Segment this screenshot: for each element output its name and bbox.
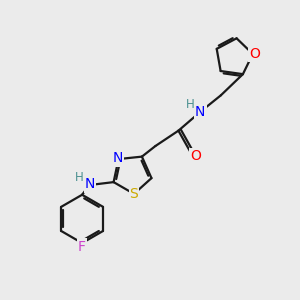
Text: O: O — [190, 149, 201, 163]
Text: H: H — [75, 171, 84, 184]
Text: N: N — [85, 178, 95, 191]
Text: O: O — [249, 47, 260, 61]
Text: S: S — [130, 188, 138, 202]
Text: N: N — [195, 105, 206, 119]
Text: H: H — [186, 98, 195, 111]
Text: F: F — [78, 240, 86, 254]
Text: N: N — [113, 152, 123, 166]
